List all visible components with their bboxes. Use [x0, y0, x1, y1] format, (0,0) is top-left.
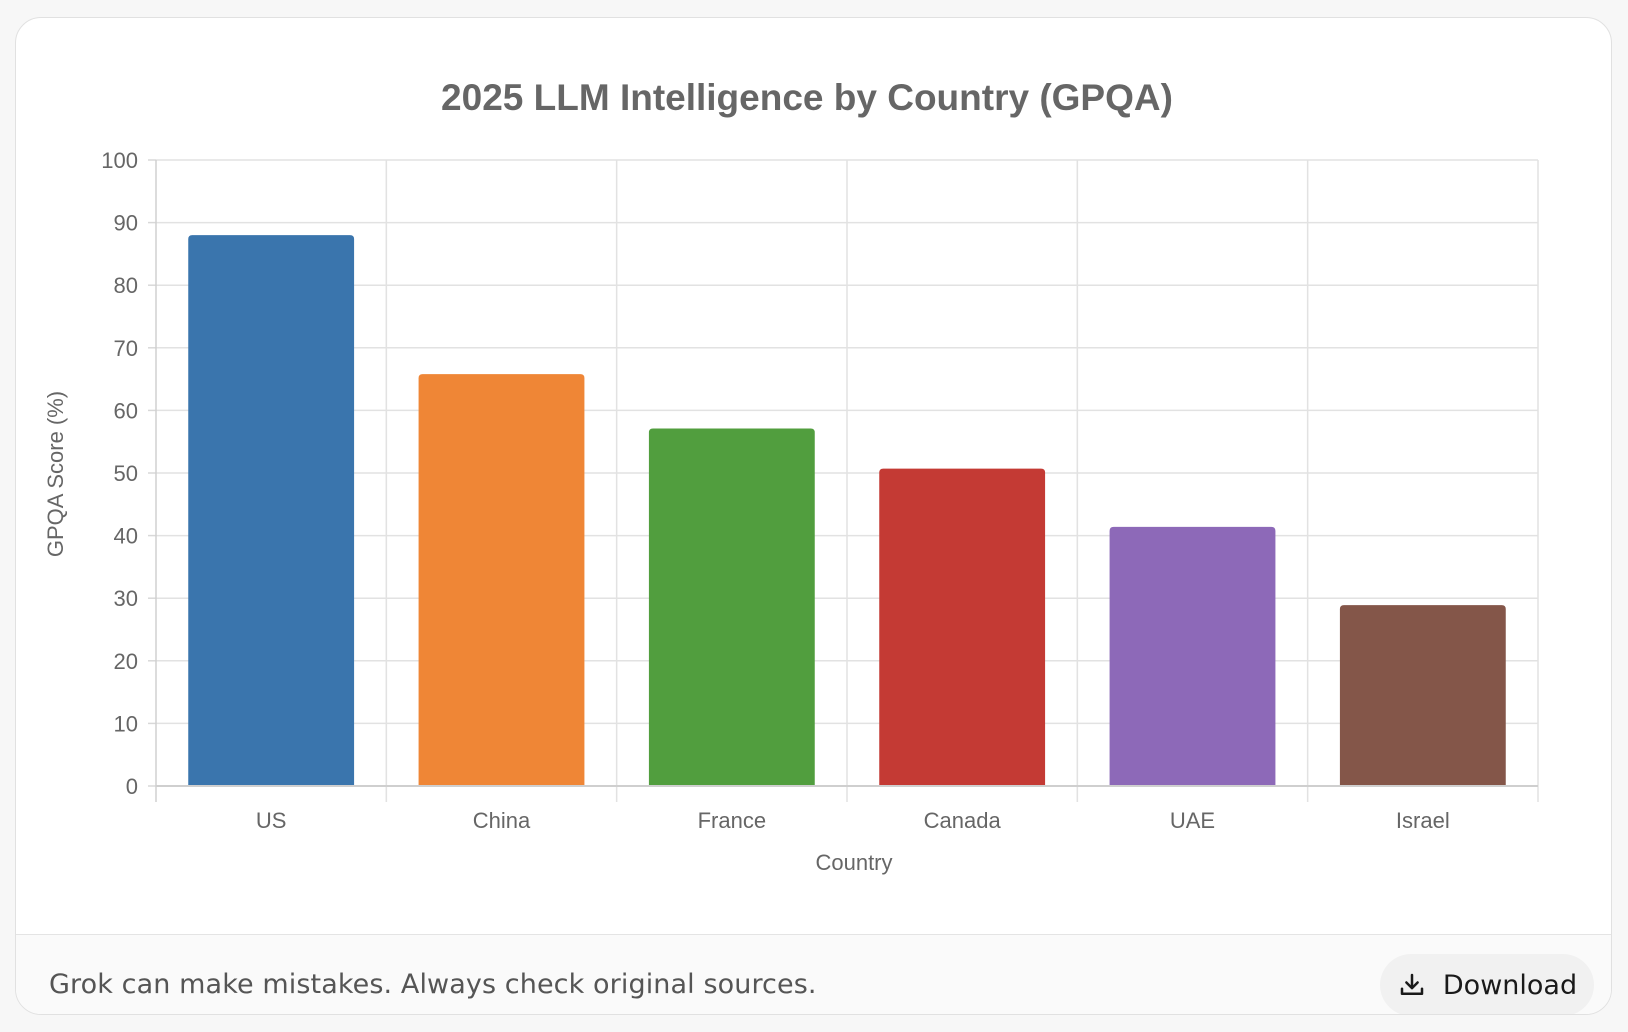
y-tick-label: 80 [114, 273, 138, 298]
bar-israel [1339, 605, 1506, 786]
bars [188, 235, 1506, 786]
bar-china [418, 374, 585, 786]
chart-area: 2025 LLM Intelligence by Country (GPQA) … [32, 50, 1597, 918]
x-tick-label: China [473, 808, 531, 833]
x-tick-label: Israel [1396, 808, 1450, 833]
x-tick-label: US [256, 808, 287, 833]
y-tick-label: 70 [114, 336, 138, 361]
grid-lines [148, 159, 1539, 802]
axes: 0 10 20 30 40 50 60 70 80 90 100 US China France Canad… [101, 148, 1538, 833]
y-tick-label: 10 [114, 711, 138, 736]
x-tick-label: France [698, 808, 766, 833]
y-tick-label: 100 [101, 148, 138, 173]
y-tick-label: 0 [126, 774, 138, 799]
bar-uae [1109, 526, 1276, 786]
footer-bar: Grok can make mistakes. Always check ori… [16, 934, 1611, 1014]
y-tick-label: 90 [114, 211, 138, 236]
chart-title: 2025 LLM Intelligence by Country (GPQA) [441, 77, 1173, 118]
download-button[interactable]: Download [1380, 954, 1594, 1014]
x-axis-label: Country [815, 850, 892, 875]
chart-card: 2025 LLM Intelligence by Country (GPQA) … [15, 17, 1612, 1015]
disclaimer-text: Grok can make mistakes. Always check ori… [49, 969, 817, 1000]
y-tick-label: 30 [114, 586, 138, 611]
download-label: Download [1442, 969, 1578, 1001]
y-tick-label: 20 [114, 649, 138, 674]
y-tick-label: 60 [114, 398, 138, 423]
y-tick-label: 40 [114, 524, 138, 549]
bar-france [648, 428, 815, 786]
bar-us [188, 235, 355, 786]
bar-canada [879, 468, 1046, 786]
download-icon [1400, 973, 1424, 995]
bar-chart: 2025 LLM Intelligence by Country (GPQA) … [43, 77, 1539, 875]
x-tick-label: Canada [924, 808, 1002, 833]
y-tick-label: 50 [114, 461, 138, 486]
x-tick-label: UAE [1170, 808, 1215, 833]
y-axis-label: GPQA Score (%) [43, 391, 68, 557]
